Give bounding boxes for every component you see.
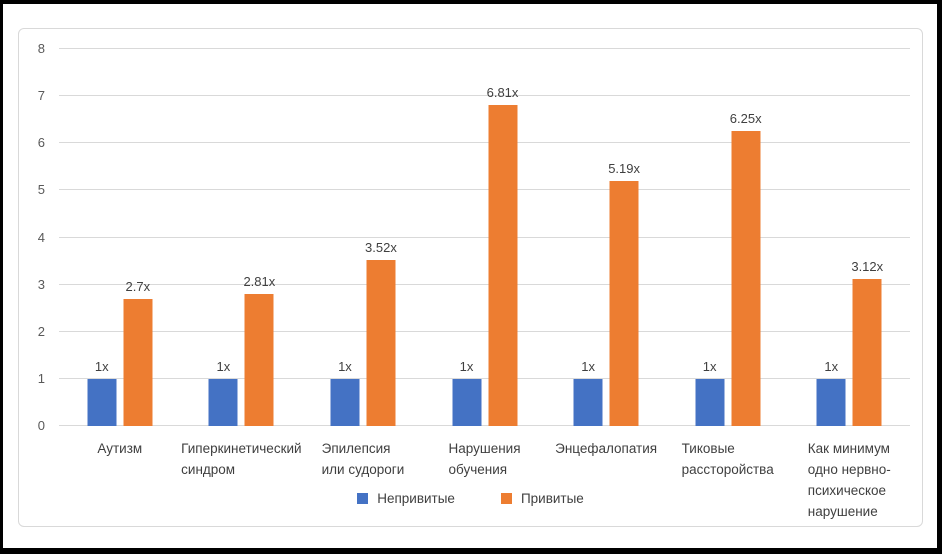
legend-label: Привитые — [520, 491, 584, 506]
x-category-label: Аутизм — [97, 441, 143, 456]
x-category-cell: Гиперкинетический синдром — [181, 439, 303, 523]
y-tick-label: 5 — [37, 182, 45, 198]
chart-panel: 0 1 2 3 4 5 6 7 8 1x 2.7x 1x 2.81x 1x 3.52x 1x 6.81x 1x 5… — [18, 28, 923, 527]
bar-unvaccinated: 1x — [816, 359, 846, 426]
bar-pair: 1x 3.52x — [330, 49, 397, 426]
x-category-label: Эпилепсия или судороги — [321, 441, 405, 477]
bar-pair: 1x 6.25x — [695, 49, 762, 426]
bar-group: 1x 2.7x — [59, 49, 181, 426]
bar-pair: 1x 2.7x — [87, 49, 153, 426]
x-category-cell: Энцефалопатия — [545, 439, 667, 523]
bar-value-label: 2.81x — [243, 273, 276, 289]
y-tick-label: 2 — [37, 323, 45, 339]
y-tick-label: 8 — [37, 41, 45, 56]
bar-unvaccinated: 1x — [573, 359, 603, 426]
bar-value-label: 1x — [94, 358, 109, 374]
legend-item-unvaccinated: Непривитые — [357, 491, 455, 506]
bar-vaccinated: 5.19x — [608, 161, 640, 426]
gridline — [59, 330, 910, 332]
bar-value-label: 2.7x — [125, 278, 151, 294]
bar-value-label: 1x — [216, 358, 231, 374]
gridline — [59, 425, 910, 426]
bar-value-label: 3.52x — [365, 240, 397, 256]
x-category-label: Гиперкинетический синдром — [181, 441, 302, 477]
bar-pair: 1x 5.19x — [573, 49, 640, 426]
bar-unvaccinated: 1x — [87, 359, 117, 426]
bar-group: 1x 3.12x — [788, 49, 910, 426]
bar-group: 1x 3.52x — [302, 49, 424, 426]
bar-unvaccinated: 1x — [208, 359, 238, 426]
x-category-label: Тиковые рассторойства — [681, 441, 774, 477]
legend-swatch-icon — [357, 493, 369, 504]
bar-vaccinated: 3.12x — [851, 259, 883, 426]
bar-value-label: 1x — [459, 358, 474, 374]
x-category-cell: Эпилепсия или судороги — [302, 439, 424, 523]
bar-vaccinated: 6.25x — [730, 111, 762, 426]
x-axis-labels: Аутизм Гиперкинетический синдром Эпилепсия… — [59, 439, 910, 523]
legend: Непривитые Привитые — [19, 491, 922, 506]
bar-value-label: 6.81x — [486, 85, 519, 101]
legend-item-vaccinated: Привитые — [500, 491, 584, 506]
gridline — [59, 189, 910, 191]
y-tick-label: 0 — [37, 418, 45, 433]
bar-groups: 1x 2.7x 1x 2.81x 1x 3.52x 1x 6.81x 1x 5.19x 1x 6.25… — [59, 49, 910, 426]
bar-vaccinated: 6.81x — [487, 85, 518, 426]
bar-value-label: 1x — [824, 358, 839, 374]
y-axis: 0 1 2 3 4 5 6 7 8 — [19, 41, 49, 433]
gridline — [59, 48, 910, 49]
bar-vaccinated: 2.81x — [243, 274, 275, 426]
bar-group: 1x 5.19x — [545, 49, 667, 426]
bar-vaccinated: 3.52x — [365, 240, 397, 426]
y-tick-label: 6 — [37, 135, 45, 151]
bar-value-label: 5.19x — [608, 161, 640, 177]
y-tick-label: 7 — [37, 88, 45, 104]
gridline — [59, 236, 910, 238]
gridline — [59, 283, 910, 285]
gridline — [59, 142, 910, 144]
bar-value-label: 6.25x — [729, 111, 762, 127]
bar-value-label: 1x — [338, 358, 352, 374]
bar-unvaccinated: 1x — [452, 359, 482, 426]
bar-group: 1x 6.25x — [667, 49, 789, 426]
bar-value-label: 1x — [581, 358, 595, 374]
legend-label: Непривитые — [377, 491, 455, 506]
x-category-label: Нарушения обучения — [448, 441, 521, 477]
bar-group: 1x 6.81x — [424, 49, 546, 426]
bar-unvaccinated: 1x — [330, 359, 360, 426]
bar-group: 1x 2.81x — [181, 49, 303, 426]
bar-unvaccinated: 1x — [695, 359, 725, 426]
x-category-cell: Тиковые рассторойства — [667, 439, 789, 523]
bar-value-label: 1x — [702, 358, 717, 374]
x-category-label: Как минимум одно нервно- психическое нар… — [807, 441, 891, 519]
y-tick-label: 3 — [37, 276, 45, 292]
bar-vaccinated: 2.7x — [123, 279, 153, 426]
x-category-cell: Аутизм — [59, 439, 181, 523]
x-category-cell: Нарушения обучения — [424, 439, 546, 523]
y-tick-label: 4 — [37, 229, 45, 245]
bar-pair: 1x 6.81x — [452, 49, 518, 426]
y-tick-label: 1 — [37, 370, 45, 386]
legend-swatch-icon — [500, 493, 512, 504]
bar-pair: 1x 3.12x — [816, 49, 883, 426]
gridline — [59, 95, 910, 97]
bar-pair: 1x 2.81x — [208, 49, 275, 426]
x-category-cell: Как минимум одно нервно- психическое нар… — [788, 439, 910, 523]
x-category-label: Энцефалопатия — [555, 441, 658, 456]
plot-area — [59, 48, 910, 426]
gridline — [59, 377, 910, 379]
bar-value-label: 3.12x — [851, 258, 884, 274]
